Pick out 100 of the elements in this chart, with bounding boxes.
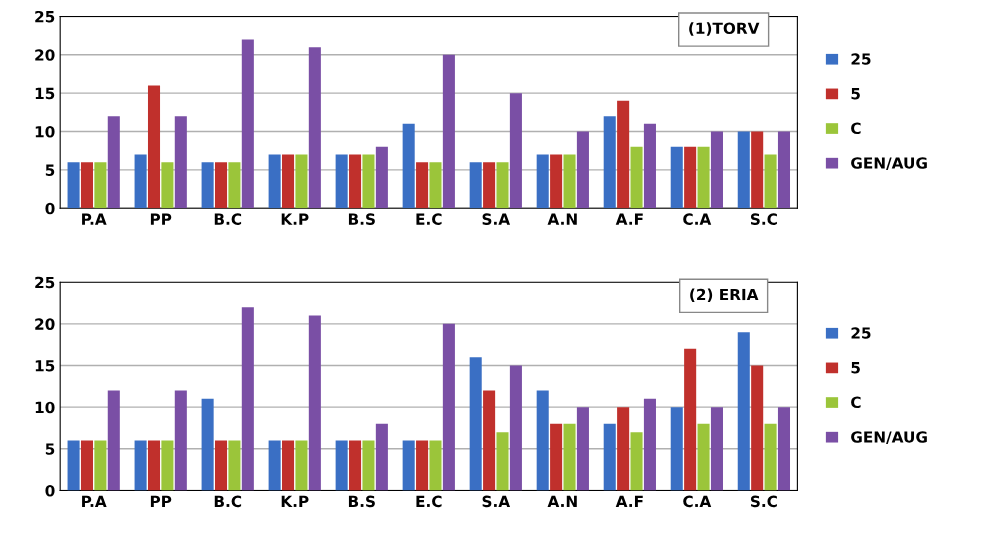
bar (751, 365, 764, 491)
bar (375, 146, 388, 209)
bar (483, 162, 496, 209)
legend-label: 25 (851, 53, 871, 65)
bar (308, 47, 321, 209)
bar (147, 85, 161, 209)
bar (670, 146, 683, 209)
x-tick-label: A.F (615, 495, 643, 507)
bar (349, 154, 362, 209)
bar (416, 162, 429, 209)
bar (402, 123, 415, 209)
bar (737, 332, 750, 491)
bar (161, 440, 174, 491)
bar (684, 146, 697, 209)
legend-label: 5 (851, 88, 860, 100)
bar (134, 154, 147, 209)
bar (362, 154, 375, 209)
bar (268, 154, 281, 209)
bar (80, 162, 94, 209)
bar (550, 423, 563, 491)
bar (563, 154, 576, 209)
bar (751, 131, 764, 209)
y-tick-label: 25 (35, 10, 55, 23)
bar (107, 390, 120, 491)
bar (509, 93, 522, 209)
bar (603, 423, 616, 491)
x-tick-label: P.A (82, 495, 107, 507)
bar (777, 407, 791, 491)
x-tick-label: B.S (348, 213, 375, 225)
bar (416, 440, 429, 491)
bar (228, 440, 241, 491)
bar (469, 357, 482, 491)
bar (469, 162, 482, 209)
bar (737, 131, 750, 209)
legend-label: GEN/AUG (851, 431, 927, 444)
bar (617, 100, 630, 209)
y-tick-label: 5 (45, 164, 55, 176)
bar (201, 162, 214, 209)
bar (80, 440, 94, 491)
x-tick-label: K.P (281, 213, 309, 225)
x-tick-label: B.C (214, 213, 242, 225)
bar (214, 162, 228, 209)
bar (429, 162, 442, 209)
bar (536, 390, 549, 491)
bar (630, 432, 643, 491)
bar (174, 390, 187, 491)
bar (670, 407, 683, 491)
bar (241, 307, 254, 491)
bar (536, 154, 549, 209)
x-tick-label: A.N (547, 213, 577, 225)
bar (442, 54, 455, 209)
bar (282, 154, 295, 209)
x-tick-label: E.C (416, 213, 442, 225)
bar (442, 323, 455, 491)
bar (764, 423, 777, 491)
bar (764, 154, 777, 209)
bar (509, 365, 522, 491)
legend-label: C (851, 396, 861, 409)
bar (402, 440, 415, 491)
legend-label: GEN/AUG (851, 157, 927, 170)
x-tick-label: S.C (750, 495, 777, 508)
bar (617, 407, 630, 491)
bar (603, 116, 616, 209)
bar (282, 440, 295, 491)
legend-label: C (851, 122, 861, 135)
bar (710, 131, 723, 209)
bar (777, 131, 791, 209)
x-tick-label: PP (150, 213, 172, 225)
x-tick-label: P.A (82, 213, 107, 225)
x-tick-label: S.C (750, 213, 777, 225)
bar (483, 390, 496, 491)
y-tick-label: 10 (35, 401, 55, 414)
x-tick-label: E.C (416, 495, 442, 508)
bar (147, 440, 161, 491)
bar (174, 116, 187, 209)
bar (349, 440, 362, 491)
bar (335, 440, 348, 491)
chart-title: (2) ERIA (690, 288, 759, 303)
bar (67, 162, 80, 209)
y-tick-label: 10 (35, 125, 55, 138)
bar (201, 398, 214, 491)
bar (94, 440, 107, 491)
y-tick-label: 25 (35, 276, 55, 289)
bar (576, 407, 589, 491)
legend-label: 25 (851, 327, 871, 339)
bar (94, 162, 107, 209)
bar (684, 348, 697, 491)
x-tick-label: A.F (615, 213, 643, 225)
bar (496, 162, 509, 209)
bar (295, 154, 308, 209)
bar (710, 407, 723, 491)
x-tick-label: K.P (281, 495, 309, 507)
x-tick-label: PP (150, 495, 172, 507)
bar (697, 146, 710, 209)
bar (228, 162, 241, 209)
bar (214, 440, 228, 491)
y-tick-label: 5 (45, 443, 55, 455)
y-tick-label: 20 (35, 318, 55, 330)
bar (308, 315, 321, 491)
chart-title: (1)TORV (689, 22, 760, 36)
